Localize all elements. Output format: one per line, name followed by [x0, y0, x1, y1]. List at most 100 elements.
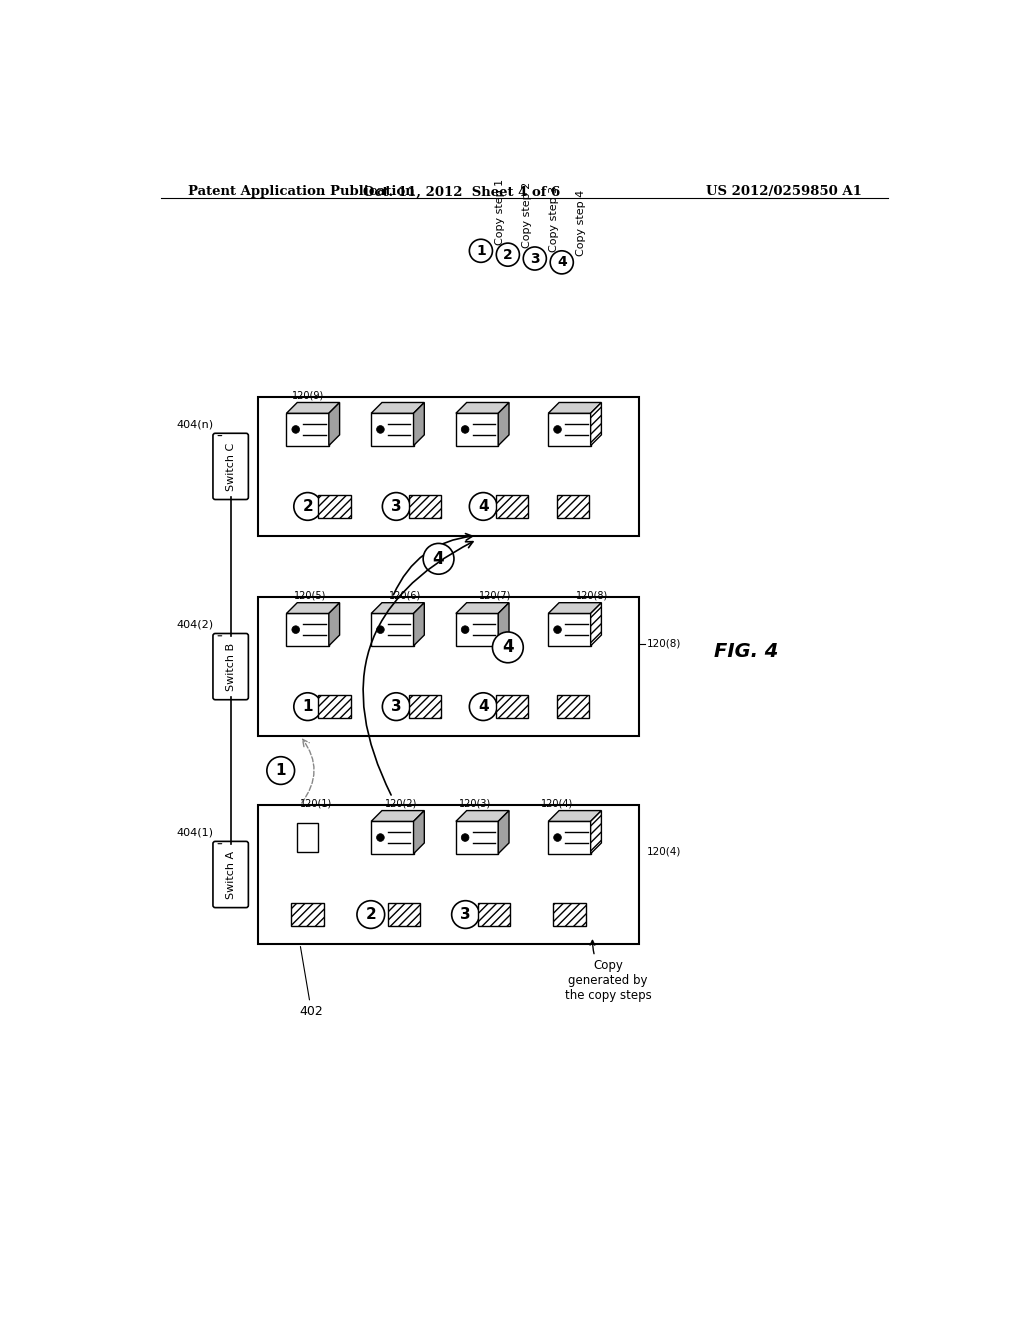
Text: 4: 4	[502, 639, 514, 656]
FancyBboxPatch shape	[292, 903, 324, 927]
Polygon shape	[287, 603, 340, 614]
Polygon shape	[499, 403, 509, 446]
Circle shape	[377, 626, 384, 634]
FancyBboxPatch shape	[297, 822, 318, 853]
Text: 4: 4	[557, 255, 566, 269]
Circle shape	[550, 251, 573, 275]
FancyBboxPatch shape	[409, 495, 441, 517]
Polygon shape	[371, 403, 424, 413]
Text: 4: 4	[478, 700, 488, 714]
Circle shape	[377, 834, 384, 841]
Circle shape	[423, 544, 454, 574]
Circle shape	[294, 492, 322, 520]
Circle shape	[469, 492, 497, 520]
Polygon shape	[591, 810, 601, 854]
Text: 120(1): 120(1)	[300, 799, 332, 808]
Text: 3: 3	[391, 499, 401, 513]
Text: 2: 2	[366, 907, 376, 923]
Text: 120(8): 120(8)	[575, 590, 608, 601]
Circle shape	[377, 425, 384, 433]
Text: 2: 2	[302, 499, 313, 513]
Polygon shape	[329, 603, 340, 645]
Polygon shape	[499, 810, 509, 854]
Polygon shape	[456, 810, 509, 821]
FancyBboxPatch shape	[456, 821, 499, 854]
Text: Switch C: Switch C	[225, 442, 236, 491]
Text: 402: 402	[300, 946, 324, 1019]
Polygon shape	[371, 603, 424, 614]
Text: 120(7): 120(7)	[478, 590, 511, 601]
Text: 4: 4	[478, 499, 488, 513]
Text: Copy
generated by
the copy steps: Copy generated by the copy steps	[564, 940, 651, 1002]
Text: FIG. 4: FIG. 4	[715, 642, 778, 661]
Circle shape	[294, 693, 322, 721]
FancyBboxPatch shape	[258, 397, 639, 536]
Circle shape	[382, 492, 410, 520]
Text: 3: 3	[530, 252, 540, 265]
FancyBboxPatch shape	[456, 413, 499, 446]
Circle shape	[292, 626, 300, 634]
Text: 3: 3	[391, 700, 401, 714]
Polygon shape	[414, 603, 424, 645]
Polygon shape	[548, 403, 601, 413]
Polygon shape	[456, 603, 509, 614]
FancyBboxPatch shape	[318, 696, 351, 718]
FancyBboxPatch shape	[553, 903, 586, 927]
FancyBboxPatch shape	[388, 903, 420, 927]
Text: Copy step 4: Copy step 4	[575, 190, 586, 256]
Text: Switch B: Switch B	[225, 643, 236, 690]
FancyBboxPatch shape	[258, 598, 639, 737]
Text: 3: 3	[460, 907, 471, 923]
FancyBboxPatch shape	[213, 634, 249, 700]
Circle shape	[461, 626, 469, 634]
Text: Copy step 1: Copy step 1	[495, 178, 505, 244]
FancyBboxPatch shape	[213, 433, 249, 499]
FancyBboxPatch shape	[409, 696, 441, 718]
Polygon shape	[371, 810, 424, 821]
Polygon shape	[414, 403, 424, 446]
FancyBboxPatch shape	[548, 413, 591, 446]
Text: Switch A: Switch A	[225, 850, 236, 899]
Circle shape	[469, 239, 493, 263]
FancyBboxPatch shape	[318, 495, 351, 517]
Circle shape	[382, 693, 410, 721]
FancyBboxPatch shape	[287, 413, 329, 446]
Text: 404(2): 404(2)	[176, 619, 214, 630]
Text: 120(3): 120(3)	[460, 799, 492, 808]
Text: 404(1): 404(1)	[177, 828, 214, 838]
Text: 2: 2	[503, 248, 513, 261]
Polygon shape	[414, 810, 424, 854]
Circle shape	[554, 425, 561, 433]
Circle shape	[497, 243, 519, 267]
Text: 1: 1	[476, 244, 485, 257]
Circle shape	[523, 247, 547, 271]
Text: 120(9): 120(9)	[292, 391, 325, 400]
Text: US 2012/0259850 A1: US 2012/0259850 A1	[707, 185, 862, 198]
FancyBboxPatch shape	[557, 495, 590, 517]
FancyArrowPatch shape	[393, 533, 472, 595]
FancyBboxPatch shape	[557, 696, 590, 718]
FancyBboxPatch shape	[371, 614, 414, 645]
Text: 404(n): 404(n)	[176, 420, 214, 429]
FancyBboxPatch shape	[548, 821, 591, 854]
FancyBboxPatch shape	[496, 696, 528, 718]
Circle shape	[267, 756, 295, 784]
FancyBboxPatch shape	[371, 821, 414, 854]
Circle shape	[554, 626, 561, 634]
FancyArrowPatch shape	[302, 739, 314, 803]
Text: 120(5): 120(5)	[294, 590, 327, 601]
FancyBboxPatch shape	[496, 495, 528, 517]
Text: 120(2): 120(2)	[385, 799, 417, 808]
Circle shape	[461, 425, 469, 433]
Polygon shape	[548, 810, 601, 821]
Text: 120(6): 120(6)	[388, 590, 421, 601]
Circle shape	[469, 693, 497, 721]
Text: 1: 1	[275, 763, 286, 777]
Circle shape	[461, 834, 469, 841]
Polygon shape	[591, 403, 601, 446]
FancyBboxPatch shape	[287, 614, 329, 645]
Polygon shape	[499, 603, 509, 645]
Text: 4: 4	[433, 550, 444, 568]
Text: Patent Application Publication: Patent Application Publication	[188, 185, 415, 198]
Text: Copy step 2: Copy step 2	[521, 182, 531, 248]
